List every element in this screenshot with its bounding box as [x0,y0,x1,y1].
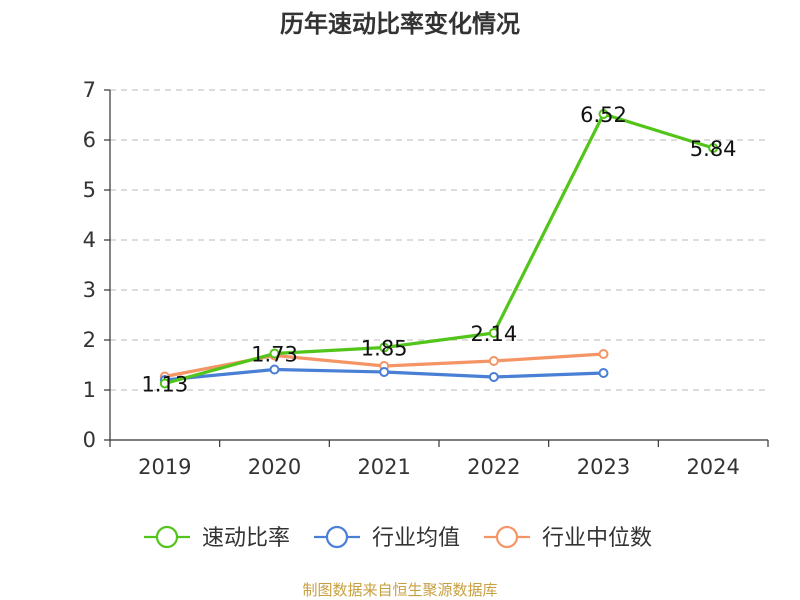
data-point [269,348,280,359]
x-tick-label: 2024 [686,455,739,479]
data-labels: 1.13 1.73 1.85 2.14 6.52 5.84 [141,103,736,397]
y-tick-label: 3 [83,278,96,302]
y-tick-label: 7 [83,78,96,102]
series-line-0 [163,112,715,386]
y-tick-label: 1 [83,378,96,402]
data-point [598,368,609,378]
y-tick-label: 4 [83,228,96,252]
y-tick-label: 0 [83,428,96,452]
x-tick-label: 2022 [467,455,520,479]
data-label: 1.13 [141,373,188,397]
source-note: 制图数据来自恒生聚源数据库 [302,581,497,599]
x-tick-label: 2019 [138,455,191,479]
x-tick-label: 2020 [248,455,301,479]
data-label: 6.52 [580,103,627,127]
series [159,109,719,389]
x-tick-label: 2023 [577,455,630,479]
legend-marker [325,525,349,549]
data-point [598,349,609,359]
axes: 0 1 2 3 4 5 6 7 2019 2020 2021 2022 2023 2024 [83,78,769,479]
data-point [379,367,390,377]
data-label: 1.73 [251,343,298,367]
legend-marker [495,525,519,549]
y-tick-label: 6 [83,128,96,152]
legend: 速动比率 行业均值 行业中位数 [144,525,652,551]
legend-label: 速动比率 [202,526,290,551]
data-point [488,372,499,382]
y-tick-label: 2 [83,328,96,352]
data-label: 5.84 [690,137,737,161]
data-point [379,342,390,353]
data-point [488,356,499,366]
data-point [598,109,609,119]
x-tick-label: 2021 [357,455,410,479]
data-label: 1.85 [361,337,408,361]
legend-marker [155,525,179,549]
data-label: 2.14 [470,322,517,346]
data-point [488,328,499,338]
y-tick-label: 5 [83,178,96,202]
data-point [269,364,280,375]
legend-label: 行业中位数 [542,526,652,551]
chart-title: 历年速动比率变化情况 [280,10,520,38]
data-point [159,378,170,389]
legend-label: 行业均值 [372,526,460,551]
data-point [708,143,719,153]
